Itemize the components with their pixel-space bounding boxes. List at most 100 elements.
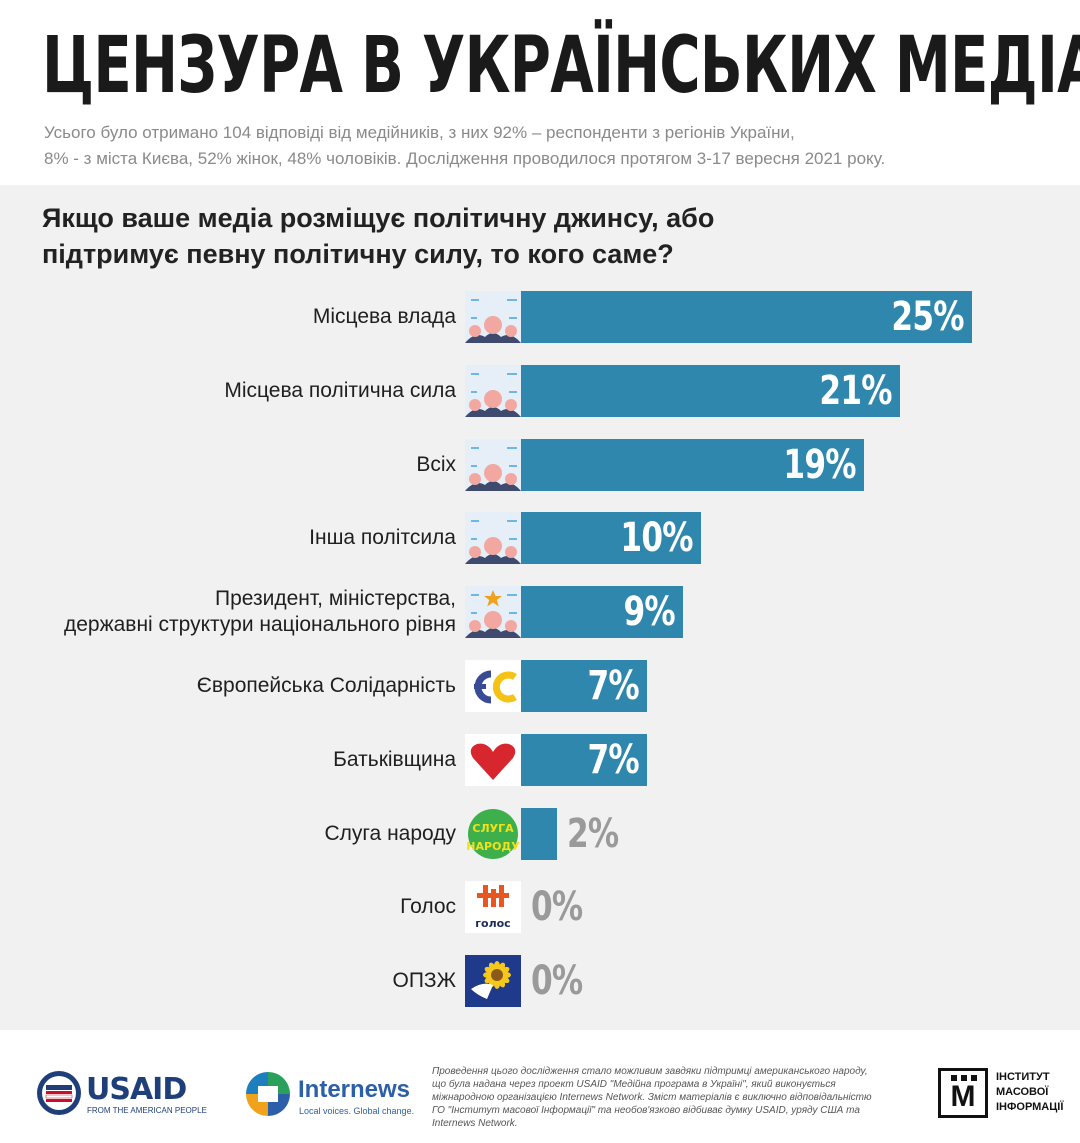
people-icon [465,439,521,491]
category-label-text: Президент, міністерства, державні структу… [64,586,456,638]
bar [521,660,647,712]
category-label-line: ОПЗЖ [392,969,456,992]
value-label: 21% [819,368,893,414]
category-label-text: Голос [400,894,456,920]
value-label: 0% [531,958,583,1004]
imi-line-3: ІНФОРМАЦІЇ [996,1101,1064,1113]
usaid-name: USAID [86,1072,187,1107]
bar-row: Голос голос 0% [0,881,1080,933]
page-title: ЦЕНЗУРА В УКРАЇНСЬКИХ МЕДІА [42,21,1080,111]
imi-logo: М ІНСТИТУТ МАСОВОЇ ІНФОРМАЦІЇ [938,1068,1063,1128]
category-icon [465,660,521,712]
category-icon [465,586,521,638]
value-label: 7% [587,737,640,783]
holos-logo-text: голос [475,917,510,930]
subtitle-line-2: 8% - з міста Києва, 52% жінок, 48% чолов… [44,149,886,168]
question-line-2: підтримує певну політичну силу, то кого … [42,239,674,269]
category-label: Європейська Солідарність [16,660,456,712]
bar [521,291,972,343]
category-label-line: Всіх [416,453,456,476]
imi-line-2: МАСОВОЇ [996,1086,1049,1098]
imi-line-1: ІНСТИТУТ [996,1071,1050,1083]
subtitle-line-1: Усього було отримано 104 відповіді від м… [44,123,795,142]
usaid-seal-icon [37,1071,81,1115]
value-label: 10% [620,515,694,561]
value-label: 2% [567,811,619,857]
usaid-tagline: FROM THE AMERICAN PEOPLE [87,1106,207,1115]
category-label: Президент, міністерства, державні структу… [16,586,456,638]
bar [521,586,683,638]
bar-row: Інша політсила 10% [0,512,1080,564]
question-line-1: Якщо ваше медіа розміщує політичну джинс… [42,203,715,233]
bar-row: Слуга народу СЛУГА НАРОДУ 2% [0,808,1080,860]
es-party-logo [465,660,521,712]
people-star-icon [465,586,521,638]
category-label-text: Слуга народу [324,821,456,847]
imi-box: М [938,1068,988,1118]
chart-question: Якщо ваше медіа розміщує політичну джинс… [42,200,842,272]
category-icon [465,439,521,491]
people-icon [465,291,521,343]
header: ЦЕНЗУРА В УКРАЇНСЬКИХ МЕДІА Усього було … [0,0,1080,185]
category-label-line: Місцева політична сила [224,379,456,402]
internews-name: Internews [298,1076,411,1103]
category-label-text: Європейська Солідарність [197,673,456,699]
category-icon: СЛУГА НАРОДУ [465,808,521,860]
footer: USAID FROM THE AMERICAN PEOPLE Internews… [0,1030,1080,1143]
holos-logo: голос [465,881,521,933]
imi-text: ІНСТИТУТ МАСОВОЇ ІНФОРМАЦІЇ [996,1070,1063,1115]
internews-logo: Internews Local voices. Global change. [244,1070,414,1120]
value-label: 0% [531,884,583,930]
bar-row: Місцева влада 25% [0,291,1080,343]
internews-tagline: Local voices. Global change. [299,1106,415,1116]
batkivshchyna-heart-logo [465,734,521,786]
bar-row: Президент, міністерства, державні структу… [0,586,1080,638]
category-label: Місцева політична сила [16,365,456,417]
category-label-line: Голос [400,895,456,918]
category-label-line: державні структури національного рівня [63,613,456,636]
opzzh-logo [465,955,521,1007]
footer-disclaimer: Проведення цього дослідження стало можли… [432,1066,872,1129]
category-label: Всіх [16,439,456,491]
value-label: 19% [783,442,857,488]
bar [521,734,647,786]
sluha-logo-text: НАРОДУ [466,840,520,853]
category-label-text: Інша політсила [309,525,456,551]
category-label: Місцева влада [16,291,456,343]
people-icon [465,365,521,417]
category-label: Голос [16,881,456,933]
category-label-line: Батьківщина [333,748,456,771]
category-label-line: Інша політсила [309,526,456,549]
imi-letter: М [950,1080,976,1113]
category-icon [465,512,521,564]
bar [521,365,900,417]
category-label-text: Всіх [416,452,456,478]
category-label-text: Місцева політична сила [224,378,456,404]
bar-row: Всіх 19% [0,439,1080,491]
bar-row: ОПЗЖ 0% [0,955,1080,1007]
category-icon [465,291,521,343]
bar [521,808,557,860]
category-label-line: Слуга народу [324,822,456,845]
category-icon: голос [465,881,521,933]
category-label: Інша політсила [16,512,456,564]
category-icon [465,365,521,417]
category-label-text: ОПЗЖ [392,968,456,994]
people-icon [465,512,521,564]
imi-dots [951,1075,977,1081]
usaid-logo: USAID FROM THE AMERICAN PEOPLE [36,1070,207,1120]
category-label-line: Місцева влада [312,305,456,328]
value-label: 7% [587,663,640,709]
bar [521,512,701,564]
internews-mark-icon [246,1072,290,1116]
category-label-line: Президент, міністерства, [215,587,456,610]
value-label: 25% [891,294,965,340]
value-label: 9% [623,589,676,635]
category-icon [465,734,521,786]
category-label: Слуга народу [16,808,456,860]
bar-row: Місцева політична сила 21% [0,365,1080,417]
category-label-text: Місцева влада [313,304,456,330]
sluha-logo-text: СЛУГА [472,822,514,835]
bar [521,439,864,491]
category-icon [465,955,521,1007]
